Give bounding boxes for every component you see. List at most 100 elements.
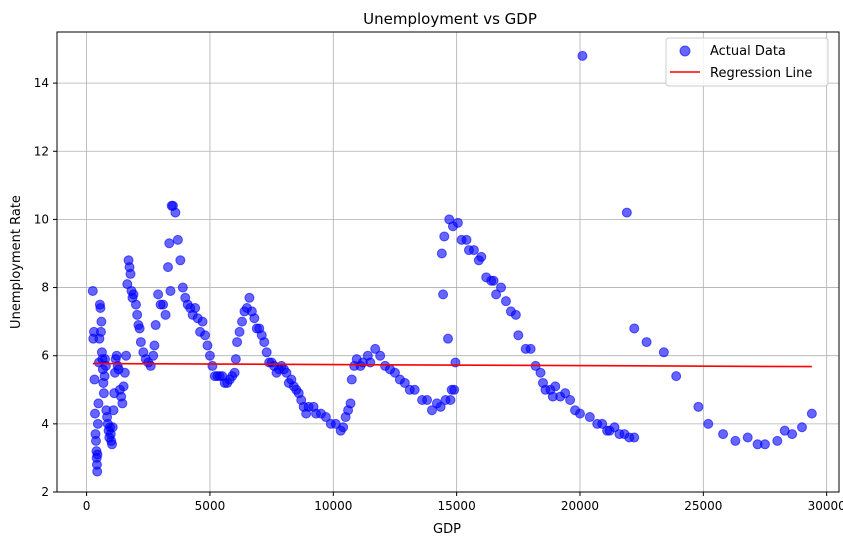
data-point [435,401,446,412]
data-point [609,422,620,433]
data-point [237,316,248,327]
y-tick-label: 4 [41,417,49,431]
data-point [190,303,201,313]
data-point [449,384,460,395]
legend-label-actual-data: Actual Data [710,44,786,59]
x-tick-label: 30000 [808,499,843,513]
y-tick-label: 6 [41,349,49,363]
regression-line [92,362,812,368]
x-tick-label: 25000 [684,499,722,513]
data-point [346,374,357,385]
data-point [629,323,640,334]
data-point [452,217,463,228]
data-point [130,299,141,310]
data-point [496,282,507,293]
data-point [375,350,386,361]
data-point [577,50,588,61]
chart-title: Unemployment vs GDP [363,10,537,28]
data-point [160,309,171,320]
data-point [234,326,245,337]
data-point [100,360,111,371]
data-point [200,330,211,341]
data-point [107,422,118,433]
data-point [164,238,175,249]
data-point [439,231,450,242]
data-point [658,347,669,358]
data-point [99,371,110,382]
data-point [621,207,632,218]
data-point [118,381,129,392]
data-point [438,289,449,300]
data-point [249,313,260,324]
data-point [806,408,817,419]
data-point [742,432,753,443]
data-point [153,289,164,300]
data-point [629,432,640,443]
data-point [96,316,107,327]
data-point [525,343,536,354]
data-point [703,418,714,429]
data-point [108,405,119,416]
data-point [345,398,356,409]
data-point [95,326,106,337]
plot-frame [56,31,840,493]
data-point [125,268,136,279]
data-point [281,367,292,378]
data-point [230,354,241,365]
legend-box [665,37,829,87]
axis-ticks: 0 5000 10000 15000 20000 25000 30000 2 4 6 8 10 12 14 [34,76,843,513]
data-point [259,337,270,348]
data-point [229,367,240,378]
data-point [491,289,502,300]
data-point [370,343,381,354]
data-point [145,360,156,371]
x-tick-label: 10000 [314,499,352,513]
data-point [399,377,410,388]
data-point [426,405,437,416]
regression-line-group [92,362,812,368]
data-point [445,395,456,405]
data-point [87,285,98,296]
data-point [338,422,349,433]
legend-marker-actual-data [679,45,691,57]
data-point [759,439,770,450]
y-tick-label: 2 [41,485,49,499]
data-point [158,299,169,310]
data-point [550,381,561,392]
data-point [244,292,255,303]
data-point [772,435,783,446]
data-point [121,350,132,361]
data-point [261,347,272,358]
data-point [202,340,213,351]
y-axis-label: Unemployment Rate [9,195,24,329]
data-point [365,357,376,368]
y-tick-label: 12 [34,144,49,158]
data-point [565,395,576,405]
data-point [409,384,420,395]
data-point [641,337,652,348]
y-tick-label: 14 [34,76,49,90]
data-point [132,309,143,320]
data-point [510,309,521,320]
data-point [93,398,104,409]
data-point [128,289,139,300]
data-point [197,316,208,327]
data-point [89,374,100,385]
x-tick-label: 0 [83,499,91,513]
data-point [574,408,585,419]
data-point [207,360,218,371]
y-tick-label: 8 [41,281,49,295]
data-points [87,50,817,477]
x-tick-label: 20000 [561,499,599,513]
data-point [535,367,546,378]
data-point [92,466,103,477]
data-point [461,234,472,245]
data-point [693,401,704,412]
data-point [135,337,146,348]
data-point [175,255,186,266]
data-point [730,435,741,446]
data-point [163,262,174,273]
data-point [320,412,331,423]
